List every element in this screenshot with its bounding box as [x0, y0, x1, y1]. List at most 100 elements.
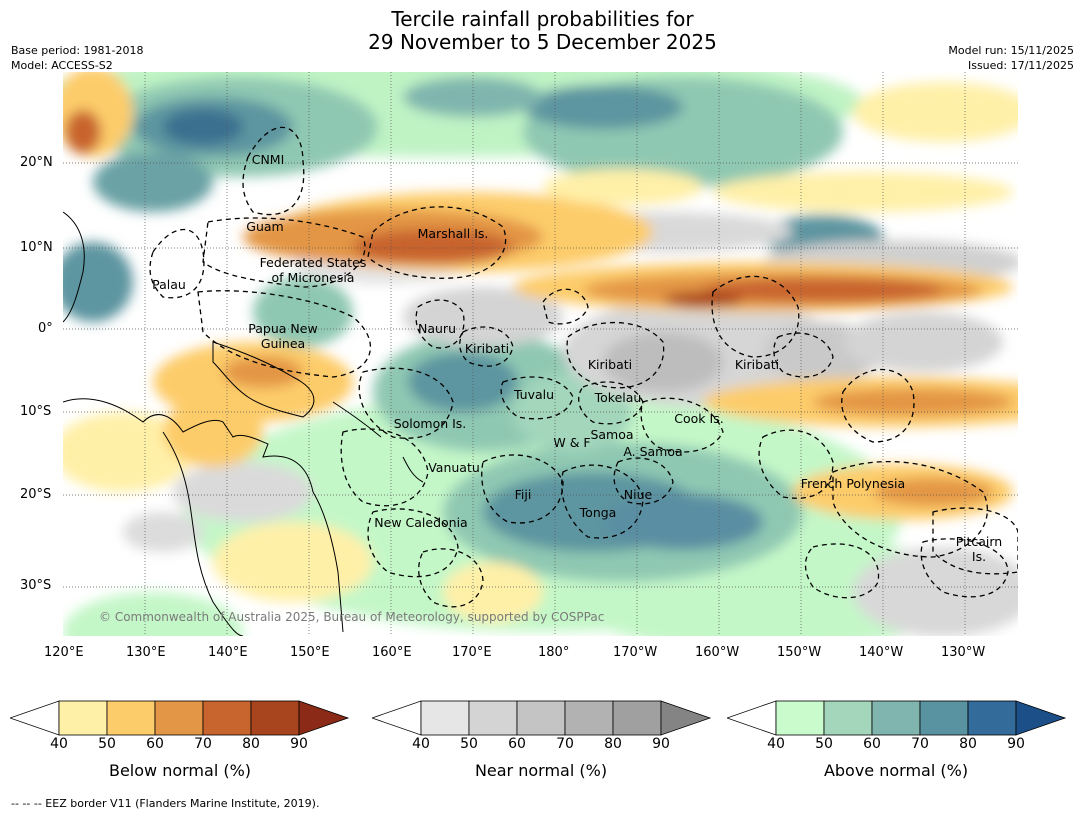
copyright-credit: © Commonwealth of Australia 2025, Bureau…: [99, 610, 604, 624]
colorbar-below-bar: [10, 700, 350, 736]
colorbar-segment: [775, 700, 825, 736]
label-cnmi: CNMI: [252, 152, 285, 167]
colorbar-segment: [106, 700, 156, 736]
colorbar-segment: [202, 700, 252, 736]
title-line-1: Tercile rainfall probabilities for: [391, 7, 694, 31]
colorbar-segment: [250, 700, 300, 736]
colorbar-segment: [871, 700, 921, 736]
label-niue: Niue: [624, 487, 653, 502]
colorbar-tick: 40: [767, 736, 785, 752]
colorbar-above-bar: [727, 700, 1067, 736]
colorbar-segment: [612, 700, 662, 736]
colorbar-max-extend: [660, 700, 712, 736]
base-period: Base period: 1981-2018: [11, 44, 144, 57]
colorbar-tick: 50: [460, 736, 478, 752]
label-wallis-futuna: W & F: [553, 435, 590, 450]
coastlines: [63, 211, 424, 636]
label-samoa: Samoa: [590, 427, 633, 442]
lat-tick: 10°N: [20, 240, 53, 255]
colorbar-max-extend: [1015, 700, 1067, 736]
lon-tick: 140°E: [208, 645, 248, 660]
label-tonga: Tonga: [579, 505, 617, 520]
place-labels: CNMI Guam Marshall Is. Federated States …: [152, 152, 1002, 564]
colorbar-segment: [154, 700, 204, 736]
label-guam: Guam: [246, 219, 283, 234]
colorbar-min-extend: [372, 700, 422, 736]
colorbar-segment: [516, 700, 566, 736]
label-palau: Palau: [152, 277, 186, 292]
colorbar-tick: 50: [98, 736, 116, 752]
colorbar-max-extend: [298, 700, 350, 736]
model-name: Model: ACCESS-S2: [11, 59, 113, 72]
label-pitcairn-1: Pitcairn: [956, 534, 1002, 549]
colorbar-near-bar: [372, 700, 712, 736]
colorbar-tick: 80: [959, 736, 977, 752]
lon-tick: 140°W: [859, 645, 904, 660]
colorbar-segment: [823, 700, 873, 736]
label-tuvalu: Tuvalu: [513, 387, 554, 402]
colorbar-above-title: Above normal (%): [823, 761, 969, 780]
label-png-1: Papua New: [248, 321, 317, 336]
label-kiribati-e: Kiribati: [735, 357, 779, 372]
lat-tick: 30°S: [20, 578, 52, 593]
colorbar-min-extend: [727, 700, 777, 736]
colorbar-tick: 40: [412, 736, 430, 752]
probability-field: [63, 72, 1018, 636]
title-line-2: 29 November to 5 December 2025: [368, 30, 717, 54]
label-fsm-1: Federated States: [260, 255, 367, 270]
lon-tick: 160°E: [372, 645, 412, 660]
label-solomon: Solomon Is.: [394, 416, 467, 431]
label-png-2: Guinea: [261, 336, 305, 351]
lon-tick: 170°W: [613, 645, 658, 660]
colorbar-segment: [967, 700, 1017, 736]
colorbar-tick: 80: [242, 736, 260, 752]
colorbar-tick: 50: [815, 736, 833, 752]
colorbar-segment: [919, 700, 969, 736]
colorbar-segment: [420, 700, 470, 736]
lon-tick: 120°E: [44, 645, 84, 660]
lat-tick: 20°S: [20, 487, 52, 502]
colorbar-near-title: Near normal (%): [474, 761, 608, 780]
colorbar-segment: [468, 700, 518, 736]
colorbar-tick: 90: [290, 736, 308, 752]
lat-tick: 0°: [38, 321, 53, 336]
label-fsm-2: of Micronesia: [272, 270, 355, 285]
colorbar-tick: 90: [1007, 736, 1025, 752]
colorbar-tick: 90: [652, 736, 670, 752]
label-kiribati-c: Kiribati: [588, 357, 632, 372]
colorbar-tick: 60: [508, 736, 526, 752]
label-vanuatu: Vanuatu: [428, 460, 480, 475]
lon-tick: 150°E: [290, 645, 330, 660]
colorbar-tick: 70: [911, 736, 929, 752]
meta-left: Base period: 1981-2018 Model: ACCESS-S2: [11, 43, 143, 73]
lon-tick: 130°W: [941, 645, 986, 660]
colorbar-min-extend: [10, 700, 60, 736]
label-tokelau: Tokelau: [594, 390, 642, 405]
colorbar-segment: [58, 700, 108, 736]
label-new-caledonia: New Caledonia: [374, 515, 467, 530]
colorbar-tick: 70: [556, 736, 574, 752]
colorbar-tick: 60: [863, 736, 881, 752]
eez-footnote: -- -- -- EEZ border V11 (Flanders Marine…: [11, 797, 320, 810]
issued-date: Issued: 17/11/2025: [967, 59, 1074, 72]
colorbar-segment: [564, 700, 614, 736]
colorbar-tick: 40: [50, 736, 68, 752]
lon-tick: 170°E: [452, 645, 492, 660]
label-french-polynesia: French Polynesia: [801, 476, 905, 491]
colorbar-tick: 80: [604, 736, 622, 752]
lon-tick: 160°W: [695, 645, 740, 660]
label-kiribati-w: Kiribati: [465, 341, 509, 356]
label-american-samoa: A. Samoa: [623, 444, 682, 459]
colorbar-below-title: Below normal (%): [108, 761, 252, 780]
lon-tick: 180°: [538, 645, 570, 660]
rainfall-map: CNMI Guam Marshall Is. Federated States …: [63, 72, 1018, 636]
colorbar-tick: 70: [194, 736, 212, 752]
label-nauru: Nauru: [418, 321, 456, 336]
lat-tick: 10°S: [20, 404, 52, 419]
label-marshall: Marshall Is.: [418, 226, 489, 241]
label-pitcairn-2: Is.: [972, 549, 986, 564]
lat-tick: 20°N: [20, 155, 53, 170]
lon-tick: 150°W: [777, 645, 822, 660]
colorbar-tick: 60: [146, 736, 164, 752]
lon-tick: 130°E: [126, 645, 166, 660]
